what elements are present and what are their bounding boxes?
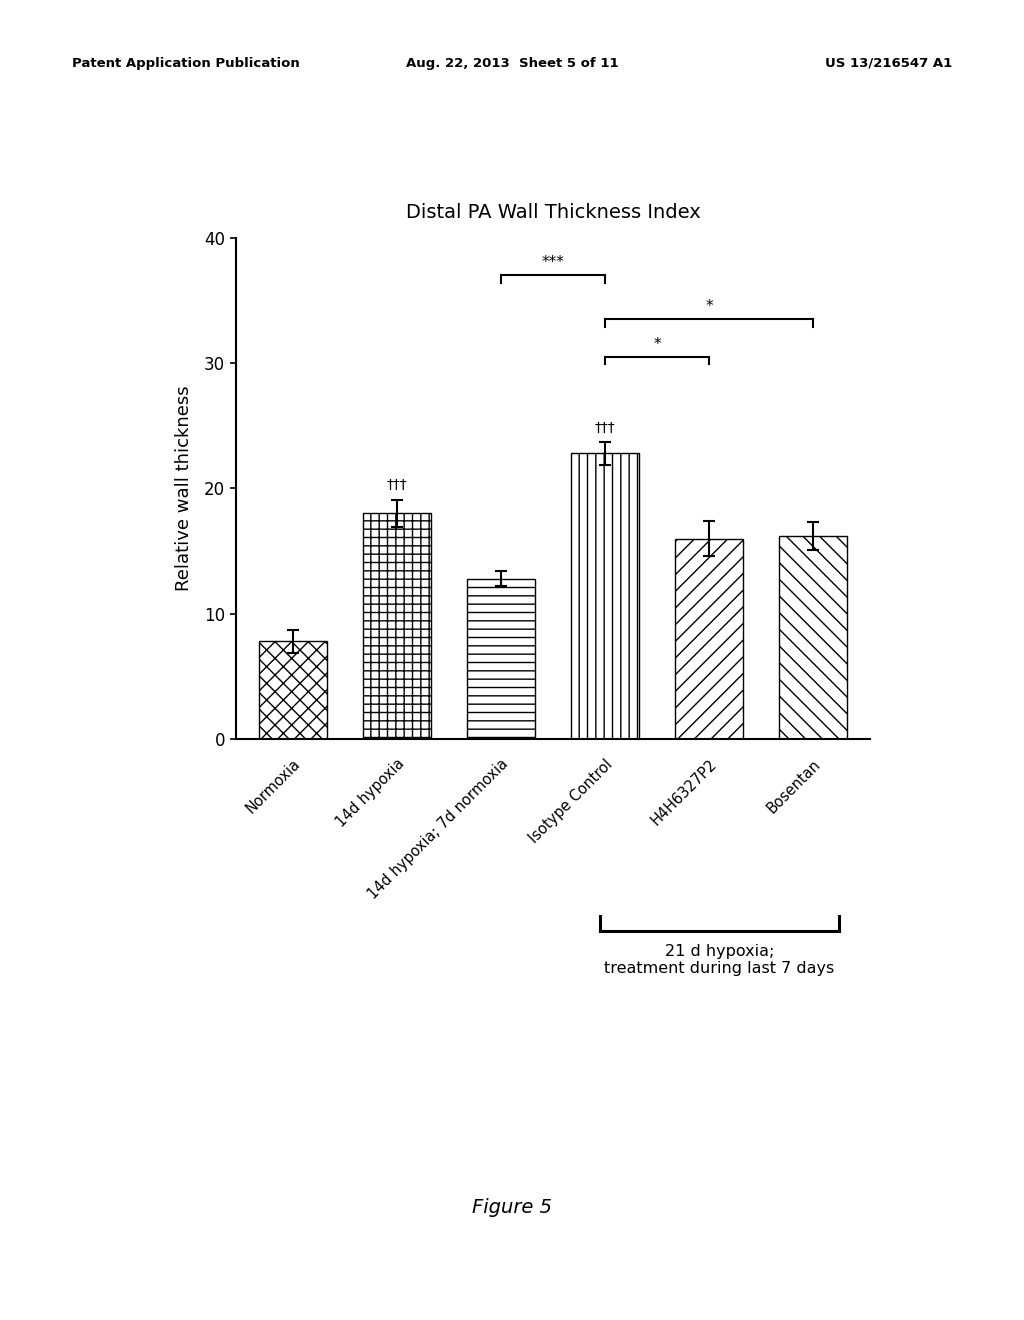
Text: †††: †††: [386, 478, 408, 492]
Text: ***: ***: [542, 255, 564, 271]
Text: *: *: [706, 300, 713, 314]
Bar: [571, 453, 639, 739]
Text: 14d hypoxia: 14d hypoxia: [334, 756, 408, 830]
Text: *: *: [653, 337, 660, 351]
Text: Figure 5: Figure 5: [472, 1199, 552, 1217]
Text: US 13/216547 A1: US 13/216547 A1: [825, 57, 952, 70]
Bar: [779, 536, 847, 739]
Text: †††: †††: [595, 421, 615, 434]
Text: 21 d hypoxia;
treatment during last 7 days: 21 d hypoxia; treatment during last 7 da…: [604, 944, 835, 977]
Bar: [675, 539, 742, 739]
Bar: [364, 513, 431, 739]
Text: H4H6327P2: H4H6327P2: [648, 756, 720, 828]
Text: Normoxia: Normoxia: [244, 756, 303, 817]
Text: 14d hypoxia; 7d normoxia: 14d hypoxia; 7d normoxia: [366, 756, 512, 902]
Text: Aug. 22, 2013  Sheet 5 of 11: Aug. 22, 2013 Sheet 5 of 11: [406, 57, 618, 70]
Text: Bosentan: Bosentan: [764, 756, 823, 816]
Text: Isotype Control: Isotype Control: [526, 756, 615, 846]
Bar: [467, 578, 535, 739]
Bar: [259, 642, 327, 739]
Text: Patent Application Publication: Patent Application Publication: [72, 57, 299, 70]
Y-axis label: Relative wall thickness: Relative wall thickness: [175, 385, 193, 591]
Title: Distal PA Wall Thickness Index: Distal PA Wall Thickness Index: [406, 203, 700, 222]
